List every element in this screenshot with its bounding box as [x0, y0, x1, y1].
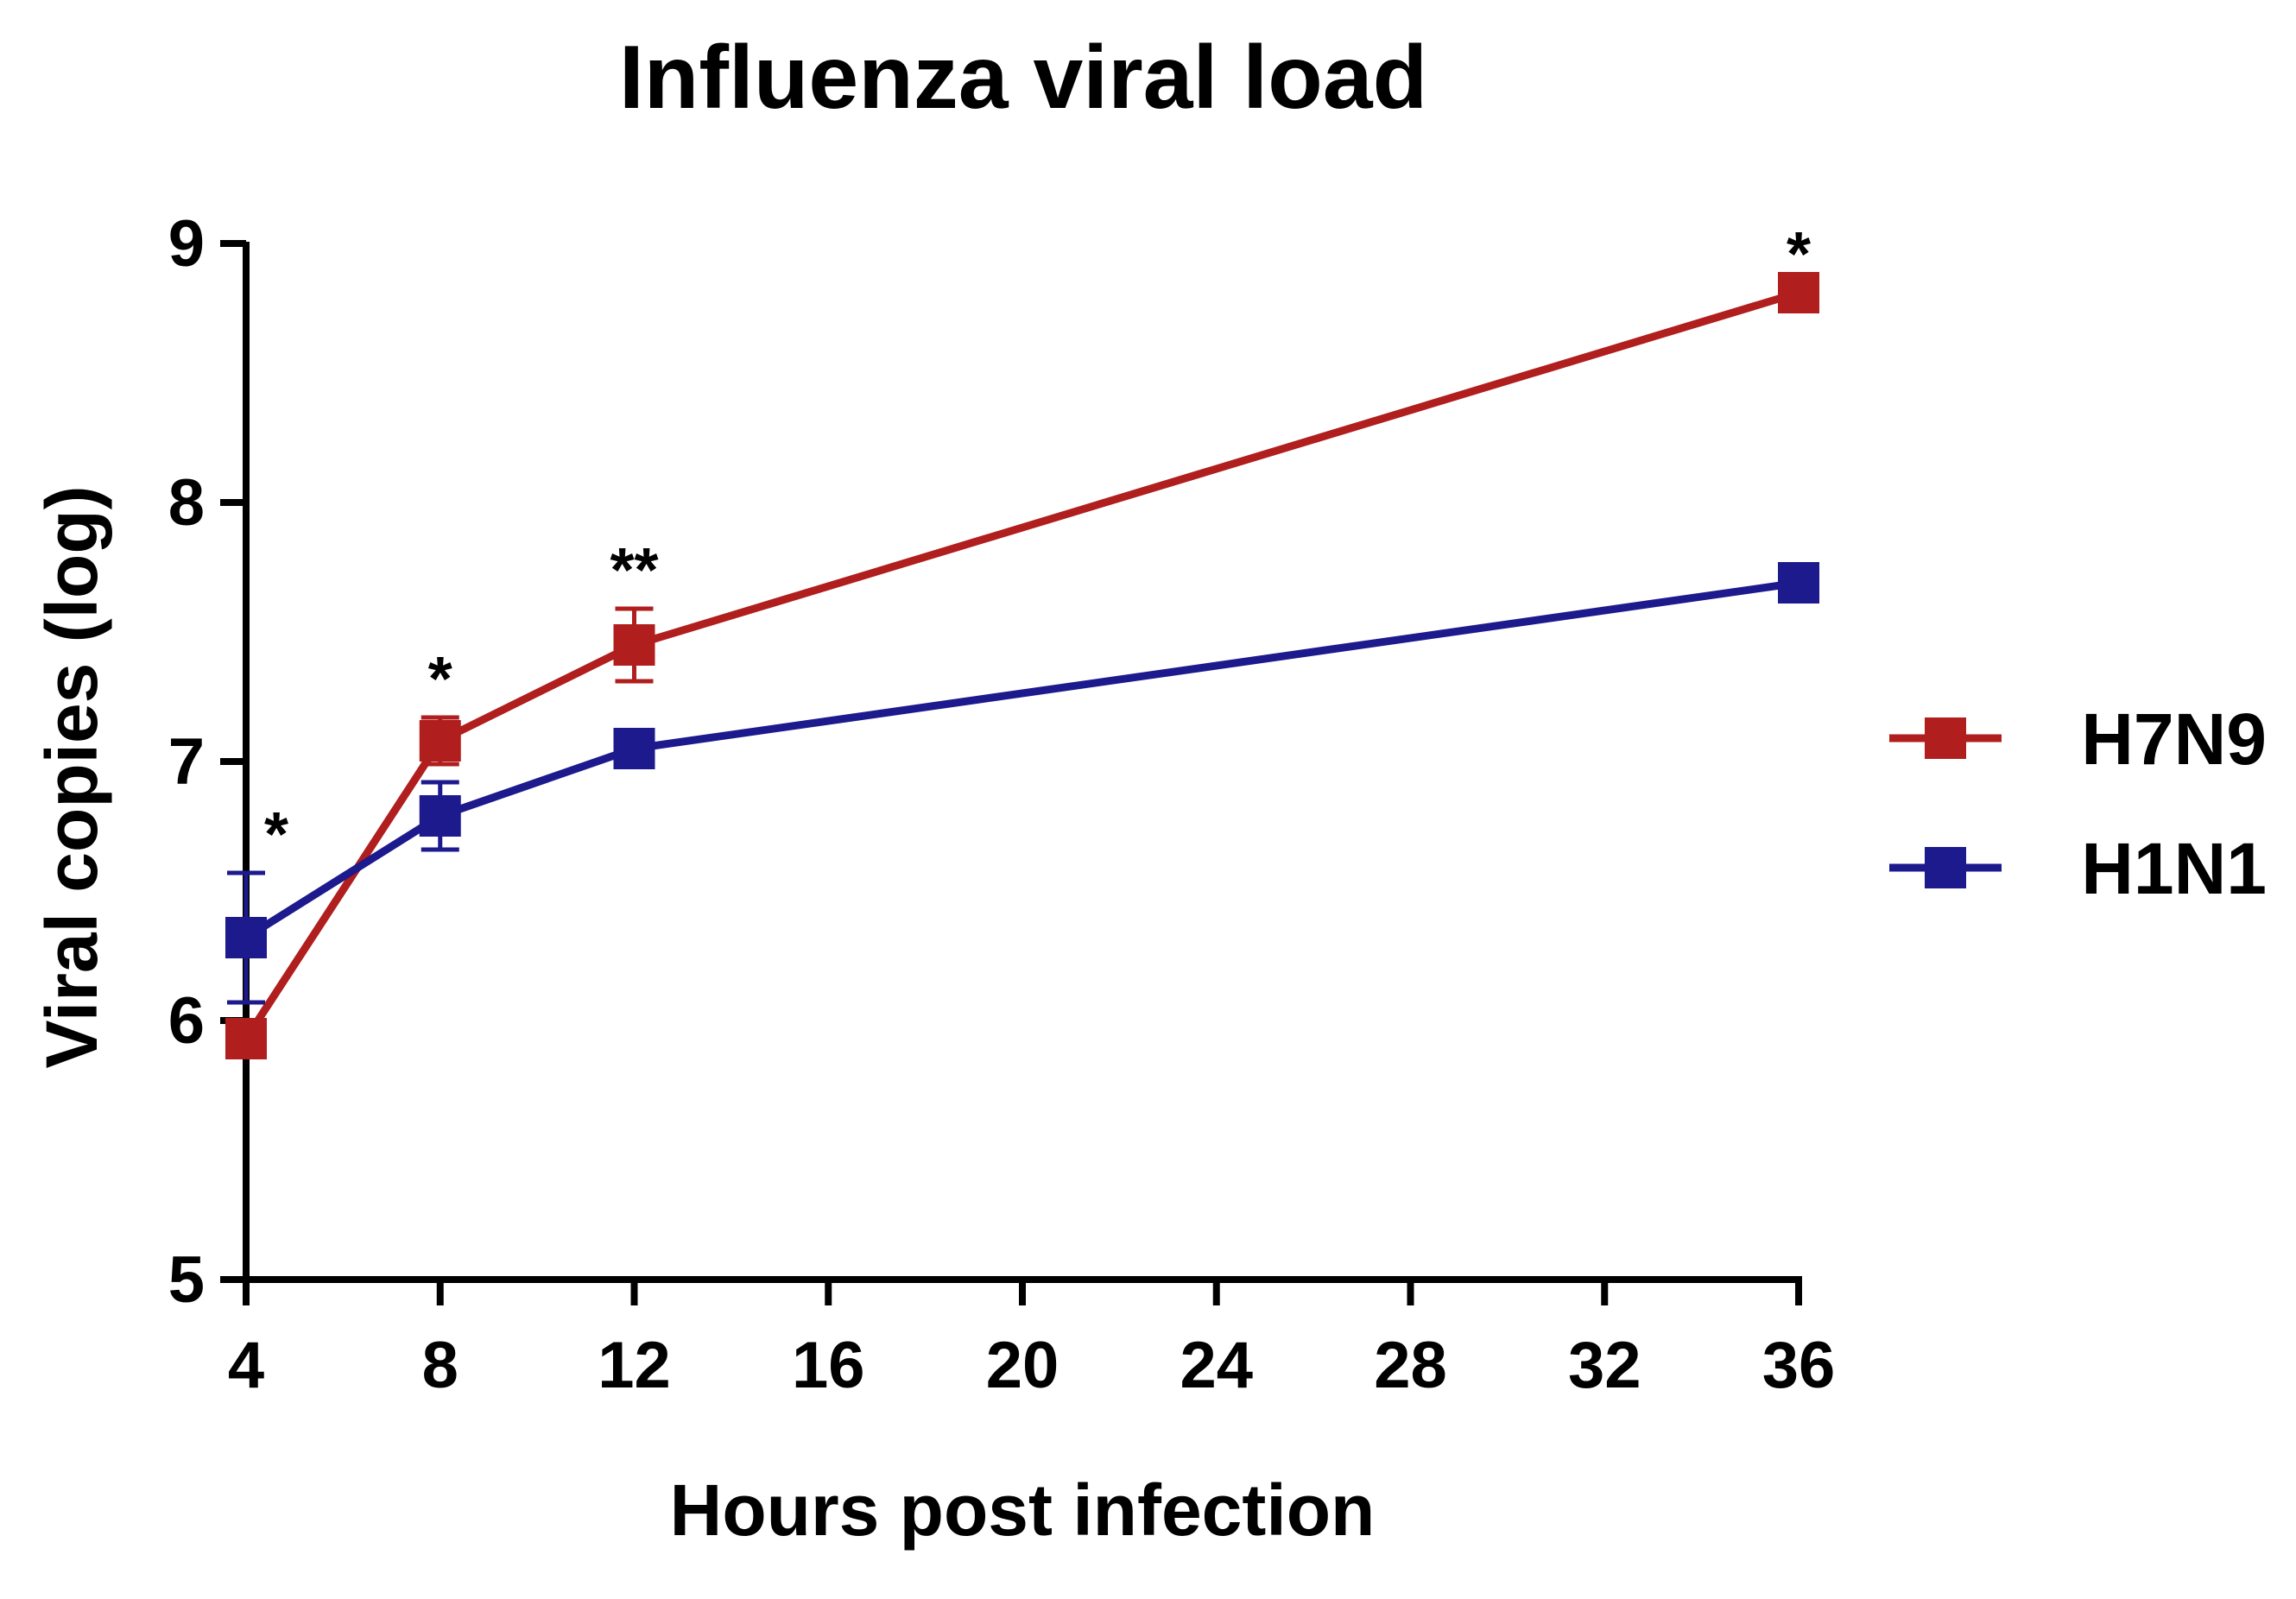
- y-axis-label: Viral copies (log): [31, 485, 112, 1068]
- series-layer: [225, 272, 1819, 1059]
- series-h7n9: [225, 272, 1819, 1059]
- legend-swatch-marker-h7n9: [1925, 717, 1966, 759]
- y-tick-label: 8: [168, 466, 205, 540]
- y-tick-label: 5: [168, 1243, 205, 1317]
- y-tick-label: 7: [168, 725, 205, 799]
- significance-marker: *: [428, 645, 452, 714]
- legend-label-h1n1: H1N1: [2081, 828, 2267, 909]
- x-tick-label: 32: [1568, 1329, 1641, 1402]
- data-point-h7n9: [1778, 272, 1819, 313]
- x-tick-label: 12: [598, 1329, 671, 1402]
- data-point-h1n1: [225, 917, 267, 958]
- x-tick-label: 24: [1180, 1329, 1253, 1402]
- data-point-h7n9: [419, 720, 461, 762]
- legend-swatch-marker-h1n1: [1925, 847, 1966, 888]
- series-line-h1n1: [244, 578, 1799, 941]
- axes: 4 8 12 16 20 24 28 32 36 5 6 7 8 9: [168, 207, 1836, 1402]
- data-point-h1n1: [613, 728, 655, 769]
- x-tick-label: 20: [986, 1329, 1059, 1402]
- significance-marker: *: [264, 800, 288, 869]
- y-tick-label: 9: [168, 207, 205, 281]
- series-line-h7n9: [243, 288, 1800, 1041]
- x-tick-label: 28: [1374, 1329, 1447, 1402]
- y-tick-label: 6: [168, 984, 205, 1058]
- legend-label-h7n9: H7N9: [2081, 698, 2267, 780]
- legend-item-h1n1: H1N1: [1889, 828, 2267, 909]
- x-tick-label: 8: [422, 1329, 459, 1402]
- x-tick-label: 4: [228, 1329, 264, 1402]
- series-h1n1: [225, 562, 1819, 1005]
- annotation-layer: *****: [264, 220, 1811, 869]
- legend: H7N9 H1N1: [1889, 698, 2267, 909]
- data-point-h7n9: [613, 624, 655, 666]
- x-axis-label: Hours post infection: [670, 1469, 1376, 1551]
- x-tick-label: 36: [1762, 1329, 1836, 1402]
- chart-title: Influenza viral load: [619, 28, 1427, 128]
- data-point-h1n1: [419, 795, 461, 837]
- significance-marker: **: [610, 536, 658, 605]
- data-point-h1n1: [1778, 562, 1819, 604]
- data-point-h7n9: [225, 1018, 267, 1059]
- legend-item-h7n9: H7N9: [1889, 698, 2267, 780]
- x-tick-label: 16: [792, 1329, 865, 1402]
- significance-marker: *: [1787, 220, 1811, 289]
